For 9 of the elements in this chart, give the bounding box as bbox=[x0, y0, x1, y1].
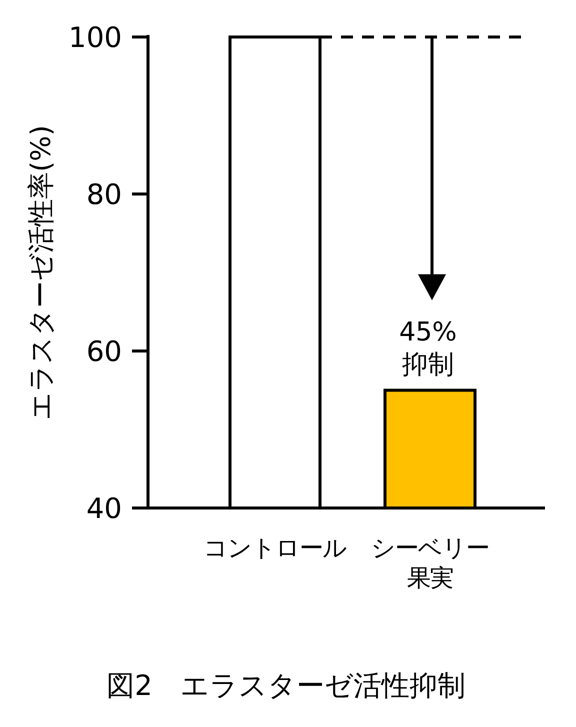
y-tick-label: 80 bbox=[86, 178, 122, 211]
x-tick-label: シーベリー果実 bbox=[371, 534, 489, 592]
y-tick-label: 60 bbox=[86, 335, 122, 368]
text: 図2 エラスターゼ活性抑制 bbox=[106, 669, 466, 702]
y-axis-title: エラスターゼ活性率(%) bbox=[26, 125, 57, 420]
x-tick-label: コントロール bbox=[204, 534, 346, 562]
y-tick-label: 40 bbox=[86, 492, 122, 525]
annotation: 45%抑制 bbox=[399, 317, 457, 380]
y-tick-label: 100 bbox=[68, 21, 122, 54]
